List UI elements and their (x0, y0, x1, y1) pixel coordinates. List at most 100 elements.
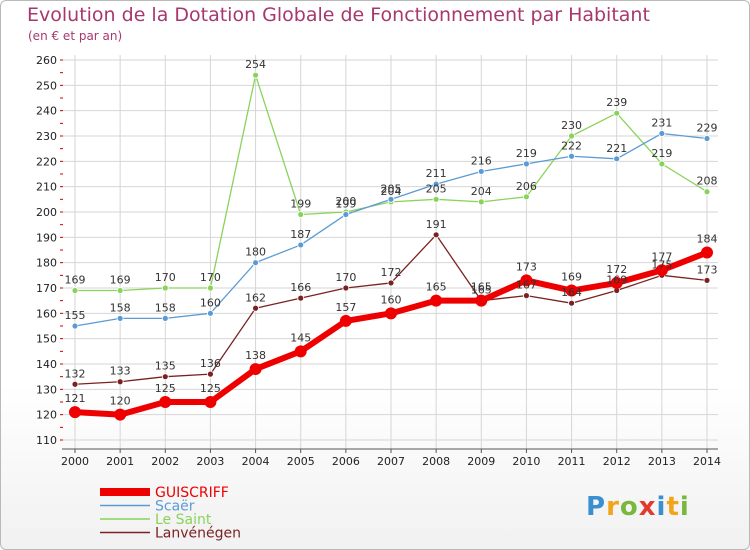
data-label: 145 (290, 331, 311, 344)
data-label: 120 (110, 395, 131, 408)
x-tick-label: 2000 (61, 455, 89, 468)
data-label: 155 (65, 309, 86, 322)
y-tick-label: 110 (36, 434, 57, 447)
data-label: 173 (516, 260, 537, 273)
logo-letter: i (656, 492, 667, 522)
data-label: 172 (381, 266, 402, 279)
data-point (658, 160, 666, 168)
data-label: 173 (697, 263, 718, 276)
data-label: 132 (65, 367, 86, 380)
logo-letter: i (679, 492, 690, 522)
x-tick-label: 2009 (467, 455, 495, 468)
data-label: 158 (110, 301, 131, 314)
y-tick-label: 240 (36, 105, 57, 118)
y-tick-label: 250 (36, 79, 57, 92)
data-label: 184 (697, 233, 718, 246)
data-point (655, 264, 668, 277)
data-label: 160 (381, 293, 402, 306)
data-point (477, 198, 485, 206)
data-label: 204 (471, 185, 492, 198)
data-point (523, 292, 530, 300)
data-label: 170 (335, 271, 356, 284)
y-tick-label: 190 (36, 231, 57, 244)
data-label: 231 (651, 116, 672, 129)
data-point (520, 274, 533, 287)
data-point (568, 299, 575, 307)
data-point (204, 396, 217, 408)
data-point (71, 287, 79, 294)
data-point (161, 314, 169, 322)
logo-letter: o (619, 492, 639, 522)
y-tick-label: 260 (36, 54, 57, 67)
data-label: 177 (651, 250, 672, 263)
data-label: 172 (606, 263, 627, 276)
data-point (116, 287, 124, 294)
data-label: 208 (697, 175, 718, 188)
data-point (703, 188, 711, 196)
data-label: 133 (110, 365, 131, 378)
data-point (387, 279, 395, 287)
data-point (252, 71, 259, 79)
chart-title: Evolution de la Dotation Globale de Fonc… (27, 4, 650, 26)
legend-label: Scaër (155, 499, 195, 515)
data-point (342, 284, 350, 292)
data-label: 169 (65, 274, 86, 287)
data-label: 239 (606, 96, 627, 109)
logo-letter: r (606, 492, 620, 522)
data-label: 254 (245, 58, 266, 71)
data-point (339, 314, 352, 327)
data-label: 125 (200, 382, 221, 395)
data-label: 229 (697, 122, 718, 135)
y-tick-label: 180 (36, 257, 57, 270)
data-label: 125 (155, 382, 176, 395)
data-point (568, 152, 575, 160)
data-point (252, 304, 259, 312)
axes: 110 120 130 140 150 160 170 180 190 200 210 220 230 2… (36, 54, 721, 468)
data-label: 219 (651, 147, 672, 160)
data-label: 165 (471, 281, 492, 294)
x-tick-label: 2002 (151, 455, 179, 468)
data-label: 158 (155, 301, 176, 314)
data-label: 135 (155, 360, 176, 373)
data-label: 206 (516, 180, 537, 193)
data-point (432, 195, 440, 203)
data-label: 166 (290, 281, 311, 294)
data-point (207, 309, 214, 317)
data-label: 165 (426, 281, 447, 294)
data-label: 199 (335, 198, 356, 211)
data-label: 221 (606, 142, 627, 155)
data-point (523, 160, 530, 168)
data-label: 222 (561, 139, 582, 152)
data-point (610, 276, 623, 289)
data-label: 211 (426, 167, 447, 180)
x-tick-label: 2013 (648, 455, 676, 468)
y-tick-label: 230 (36, 130, 57, 143)
data-point (71, 380, 79, 388)
data-label: 200 (335, 195, 356, 208)
data-point (159, 396, 172, 408)
x-tick-label: 2005 (287, 455, 315, 468)
data-point (568, 132, 575, 140)
data-label: 180 (245, 246, 266, 259)
data-label: 167 (516, 279, 537, 292)
data-point (116, 314, 124, 322)
data-point (249, 363, 262, 376)
data-point (69, 406, 81, 419)
x-tick-label: 2004 (242, 455, 270, 468)
y-tick-label: 150 (36, 333, 57, 346)
x-tick-label: 2006 (332, 455, 360, 468)
x-tick-label: 2008 (422, 455, 450, 468)
data-label: 191 (426, 218, 447, 231)
x-tick-label: 2011 (558, 455, 586, 468)
x-tick-label: 2014 (693, 455, 721, 468)
data-point (71, 322, 79, 330)
y-tick-label: 160 (36, 307, 57, 320)
x-tick-label: 2001 (106, 455, 134, 468)
data-point (432, 231, 440, 239)
data-label: 138 (245, 349, 266, 362)
data-label: 187 (290, 228, 311, 241)
